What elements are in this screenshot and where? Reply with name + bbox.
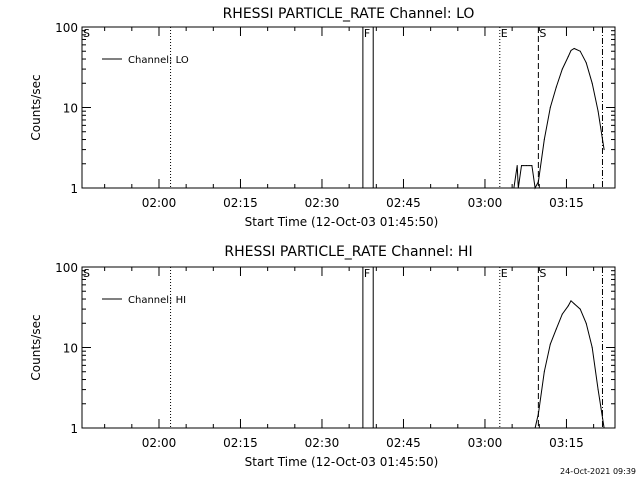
plot-panel-1: RHESSI PARTICLE_RATE Channel: LO 1 10 100 02… bbox=[29, 6, 616, 229]
marker-s-label: S bbox=[539, 267, 546, 280]
x-tick-label: 02:00 bbox=[142, 436, 177, 450]
x-tick-label: 02:00 bbox=[142, 196, 177, 210]
series-point bbox=[579, 308, 581, 310]
series-point bbox=[549, 343, 551, 345]
y-axis-label: Counts/sec bbox=[29, 74, 43, 140]
series-point bbox=[597, 110, 599, 112]
series-point bbox=[579, 50, 581, 52]
series-point bbox=[570, 50, 572, 52]
y-tick-label: 100 bbox=[55, 261, 78, 275]
x-axis-label: Start Time (12-Oct-03 01:45:50) bbox=[245, 455, 439, 469]
series-point bbox=[534, 427, 536, 429]
chart-title: RHESSI PARTICLE_RATE Channel: HI bbox=[224, 244, 472, 260]
series-point bbox=[585, 62, 587, 64]
series-point bbox=[555, 86, 557, 88]
generation-timestamp: 24-Oct-2021 09:39 bbox=[560, 467, 636, 476]
x-tick-label: 02:15 bbox=[223, 436, 258, 450]
plot-frame bbox=[81, 266, 616, 429]
x-tick-label: 02:30 bbox=[305, 436, 340, 450]
series-point bbox=[521, 165, 523, 167]
plot-panel-2: RHESSI PARTICLE_RATE Channel: HI 1 10 100 02… bbox=[29, 244, 616, 469]
series-point bbox=[528, 165, 530, 167]
marker-f-label: F bbox=[364, 27, 370, 40]
series-point bbox=[516, 165, 518, 167]
plot-frame bbox=[81, 26, 616, 189]
series-point bbox=[570, 300, 572, 302]
series-point bbox=[517, 187, 519, 189]
series-point bbox=[603, 149, 605, 151]
series-point bbox=[585, 322, 587, 324]
marker-s-label: S bbox=[83, 27, 90, 40]
x-tick-label: 02:15 bbox=[223, 196, 258, 210]
series-point bbox=[549, 107, 551, 108]
series-point bbox=[543, 139, 545, 141]
x-tick-label: 02:30 bbox=[305, 196, 340, 210]
y-axis-label: Counts/sec bbox=[29, 314, 43, 380]
series-point bbox=[522, 165, 524, 167]
series-point bbox=[591, 82, 593, 84]
chart-title: RHESSI PARTICLE_RATE Channel: LO bbox=[223, 6, 475, 22]
series-point bbox=[534, 187, 536, 189]
x-tick-label: 03:00 bbox=[468, 196, 503, 210]
series-point bbox=[531, 165, 533, 167]
marker-f-box bbox=[362, 266, 374, 429]
series-point bbox=[603, 427, 605, 429]
x-tick-label: 02:45 bbox=[386, 436, 421, 450]
legend-label: Channel: HI bbox=[128, 295, 186, 306]
legend-label: Channel: LO bbox=[128, 55, 189, 66]
series-point bbox=[573, 48, 575, 50]
marker-e-label: E bbox=[501, 27, 508, 40]
series-point bbox=[543, 371, 545, 373]
y-tick-label: 1 bbox=[70, 422, 78, 436]
x-tick-label: 03:00 bbox=[468, 436, 503, 450]
series-point bbox=[573, 303, 575, 305]
series-point bbox=[525, 165, 527, 167]
series-point bbox=[567, 56, 569, 58]
series-point bbox=[561, 68, 563, 70]
x-tick-label: 03:15 bbox=[549, 196, 584, 210]
series-line bbox=[534, 300, 605, 429]
series-point bbox=[537, 413, 539, 415]
x-tick-label: 02:45 bbox=[386, 196, 421, 210]
y-tick-label: 100 bbox=[55, 21, 78, 35]
series-point bbox=[597, 389, 599, 391]
series-point bbox=[561, 313, 563, 315]
y-tick-label: 10 bbox=[63, 102, 78, 116]
marker-f-label: F bbox=[364, 267, 370, 280]
series-point bbox=[513, 187, 515, 189]
marker-s-label: S bbox=[83, 267, 90, 280]
y-tick-label: 10 bbox=[63, 342, 78, 356]
series-point bbox=[591, 347, 593, 348]
series-point bbox=[555, 328, 557, 330]
marker-s-label: S bbox=[539, 27, 546, 40]
marker-f-box bbox=[362, 26, 374, 189]
series-point bbox=[567, 305, 569, 307]
series-line bbox=[513, 47, 605, 190]
series-point bbox=[537, 181, 539, 183]
y-tick-label: 1 bbox=[70, 182, 78, 196]
x-tick-label: 03:15 bbox=[549, 436, 584, 450]
x-axis-label: Start Time (12-Oct-03 01:45:50) bbox=[245, 215, 439, 229]
marker-e-label: E bbox=[501, 267, 508, 280]
